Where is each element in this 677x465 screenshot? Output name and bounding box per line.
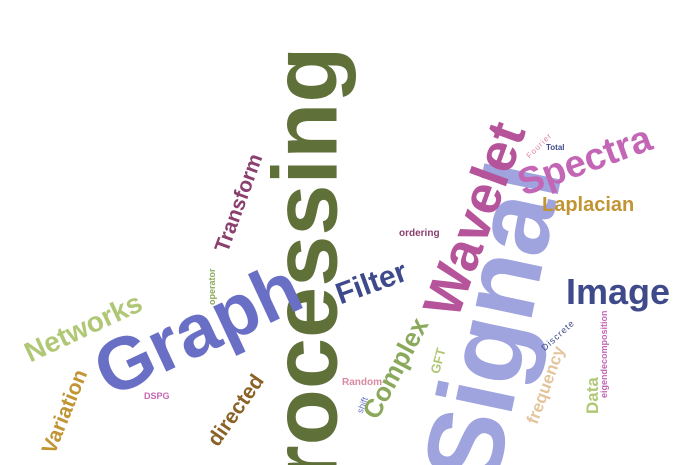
word-image: Image [566, 271, 671, 312]
word-laplacian: Laplacian [542, 194, 635, 216]
word-eigendecomposition: eigendecomposition [599, 310, 609, 398]
word-operator: operator [207, 268, 217, 305]
word-processing: Processing [254, 46, 357, 465]
word-variation: Variation [37, 366, 93, 458]
word-dspg: DSPG [144, 391, 170, 401]
word-total: Total [546, 143, 565, 152]
word-random: Random [342, 377, 382, 388]
word-ordering: ordering [399, 228, 440, 239]
